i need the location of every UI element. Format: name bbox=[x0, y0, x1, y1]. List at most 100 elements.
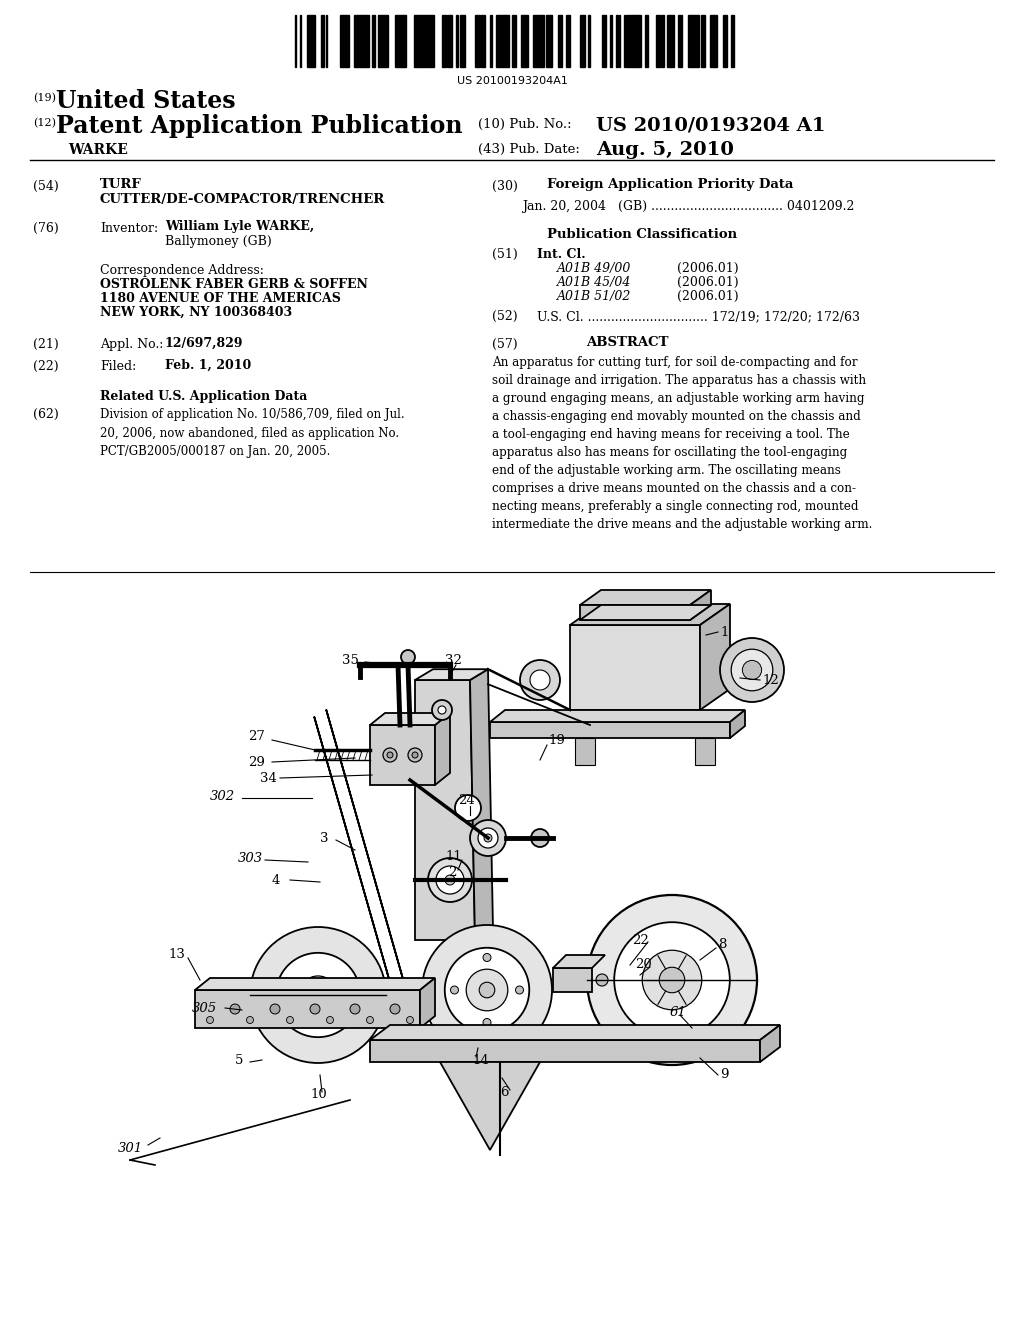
Polygon shape bbox=[700, 605, 730, 710]
Bar bbox=[490, 15, 492, 67]
Circle shape bbox=[483, 1019, 490, 1027]
Text: A01B 51/02: A01B 51/02 bbox=[557, 290, 632, 304]
Polygon shape bbox=[690, 590, 711, 620]
Polygon shape bbox=[553, 968, 592, 993]
Circle shape bbox=[250, 927, 386, 1063]
Bar bbox=[321, 15, 324, 67]
Text: (2006.01): (2006.01) bbox=[677, 261, 738, 275]
Bar bbox=[626, 15, 628, 67]
Polygon shape bbox=[575, 738, 595, 766]
Bar bbox=[347, 15, 349, 67]
Bar bbox=[343, 15, 347, 67]
Bar bbox=[538, 15, 541, 67]
Text: (51): (51) bbox=[492, 248, 518, 261]
Bar bbox=[522, 15, 524, 67]
Polygon shape bbox=[370, 1026, 780, 1040]
Polygon shape bbox=[580, 590, 711, 605]
Text: Patent Application Publication: Patent Application Publication bbox=[56, 114, 463, 139]
Circle shape bbox=[531, 829, 549, 847]
Bar bbox=[638, 15, 641, 67]
Text: (62): (62) bbox=[33, 408, 58, 421]
Bar bbox=[447, 15, 450, 67]
Bar bbox=[496, 15, 499, 67]
Bar bbox=[610, 15, 612, 67]
Bar bbox=[415, 15, 418, 67]
Text: A01B 49/00: A01B 49/00 bbox=[557, 261, 632, 275]
Circle shape bbox=[455, 795, 481, 821]
Bar bbox=[667, 15, 670, 67]
Circle shape bbox=[367, 1016, 374, 1023]
Bar bbox=[534, 15, 536, 67]
Bar bbox=[679, 15, 682, 67]
Circle shape bbox=[270, 1005, 280, 1014]
Circle shape bbox=[287, 1016, 294, 1023]
Text: NEW YORK, NY 100368403: NEW YORK, NY 100368403 bbox=[100, 306, 292, 319]
Bar bbox=[602, 15, 606, 67]
Text: (22): (22) bbox=[33, 360, 58, 374]
Text: 6: 6 bbox=[500, 1085, 509, 1098]
Circle shape bbox=[445, 875, 455, 884]
Bar bbox=[426, 15, 430, 67]
Text: 13: 13 bbox=[168, 949, 185, 961]
Bar bbox=[385, 15, 388, 67]
Circle shape bbox=[350, 1005, 360, 1014]
Bar bbox=[714, 15, 717, 67]
Circle shape bbox=[520, 660, 560, 700]
Circle shape bbox=[742, 660, 762, 680]
Bar bbox=[692, 15, 695, 67]
Text: 1180 AVENUE OF THE AMERICAS: 1180 AVENUE OF THE AMERICAS bbox=[100, 292, 341, 305]
Circle shape bbox=[408, 748, 422, 762]
Bar bbox=[656, 15, 660, 67]
Circle shape bbox=[530, 671, 550, 690]
Circle shape bbox=[230, 1005, 240, 1014]
Bar bbox=[710, 15, 714, 67]
Text: Appl. No.:: Appl. No.: bbox=[100, 338, 164, 351]
Text: 303: 303 bbox=[238, 851, 263, 865]
Bar bbox=[662, 15, 664, 67]
Polygon shape bbox=[415, 680, 475, 940]
Bar bbox=[362, 15, 365, 67]
Polygon shape bbox=[470, 669, 493, 940]
Bar bbox=[558, 15, 562, 67]
Circle shape bbox=[596, 974, 608, 986]
Polygon shape bbox=[440, 1063, 540, 1150]
Bar bbox=[418, 15, 420, 67]
Text: United States: United States bbox=[56, 88, 236, 114]
Polygon shape bbox=[327, 710, 411, 1006]
Text: Filed:: Filed: bbox=[100, 360, 136, 374]
Text: 35: 35 bbox=[342, 653, 358, 667]
Bar bbox=[463, 15, 465, 67]
Text: William Lyle WARKE,: William Lyle WARKE, bbox=[165, 220, 314, 234]
Text: Int. Cl.: Int. Cl. bbox=[537, 248, 586, 261]
Circle shape bbox=[310, 1005, 319, 1014]
Circle shape bbox=[614, 923, 730, 1038]
Circle shape bbox=[444, 948, 529, 1032]
Bar bbox=[582, 15, 585, 67]
Text: 10: 10 bbox=[310, 1089, 327, 1101]
Circle shape bbox=[383, 748, 397, 762]
Text: 1: 1 bbox=[720, 626, 728, 639]
Text: 14: 14 bbox=[472, 1053, 488, 1067]
Circle shape bbox=[390, 1005, 400, 1014]
Bar bbox=[340, 15, 343, 67]
Circle shape bbox=[437, 876, 443, 883]
Text: (2006.01): (2006.01) bbox=[677, 276, 738, 289]
Polygon shape bbox=[580, 605, 711, 620]
Bar bbox=[482, 15, 485, 67]
Bar bbox=[354, 15, 357, 67]
Text: 12: 12 bbox=[762, 673, 778, 686]
Polygon shape bbox=[195, 978, 435, 990]
Text: (30): (30) bbox=[492, 180, 518, 193]
Bar bbox=[550, 15, 552, 67]
Polygon shape bbox=[490, 722, 730, 738]
Polygon shape bbox=[420, 978, 435, 1028]
Circle shape bbox=[731, 649, 773, 690]
Bar bbox=[450, 15, 452, 67]
Polygon shape bbox=[730, 710, 745, 738]
Polygon shape bbox=[435, 713, 450, 785]
Text: WARKE: WARKE bbox=[68, 143, 128, 157]
Text: 19: 19 bbox=[548, 734, 565, 747]
Bar bbox=[731, 15, 734, 67]
Circle shape bbox=[438, 706, 446, 714]
Bar bbox=[546, 15, 550, 67]
